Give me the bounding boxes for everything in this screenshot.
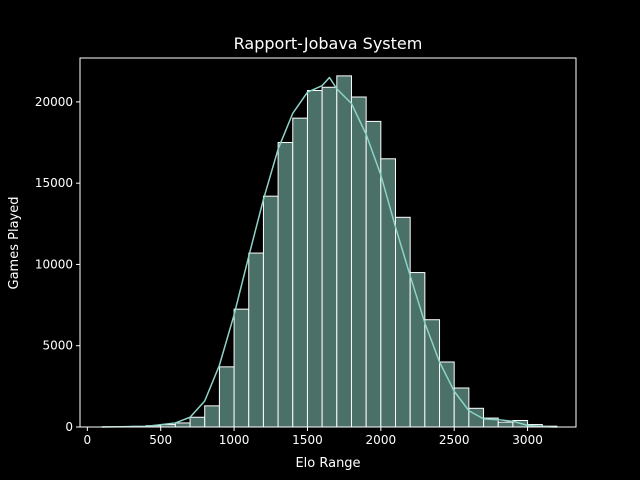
y-axis-label: Games Played [7, 197, 22, 290]
histogram-bar [189, 416, 206, 428]
histogram-bars [101, 75, 558, 428]
histogram-bar [395, 216, 411, 428]
x-tick-label: 2500 [439, 433, 470, 447]
y-tick-label: 5000 [42, 339, 73, 353]
histogram-bar [336, 75, 352, 428]
histogram-bar [233, 308, 250, 428]
histogram-bar [409, 272, 426, 428]
x-tick-label: 2000 [366, 433, 397, 447]
histogram-bar [248, 252, 264, 428]
histogram-bar [262, 195, 279, 428]
histogram-bar [306, 90, 323, 428]
x-tick-label: 1500 [292, 433, 323, 447]
y-tick-label: 15000 [35, 176, 73, 190]
x-tick-label: 3000 [512, 433, 543, 447]
x-tick-label: 0 [84, 433, 92, 447]
y-tick-label: 20000 [35, 95, 73, 109]
histogram-bar [218, 366, 235, 428]
histogram-bar [277, 142, 294, 428]
histogram-bar [497, 421, 514, 428]
kde-layer [101, 76, 557, 428]
x-axis-label: Elo Range [295, 456, 360, 471]
y-axis-ticks: 0 5000 10000 15000 20000 [35, 95, 80, 434]
histogram-bar [424, 319, 441, 428]
histogram-bar [321, 86, 338, 428]
histogram-bar [174, 422, 191, 428]
histogram-bar [204, 405, 220, 428]
x-axis-ticks: 0 500 1000 1500 2000 2500 3000 [84, 427, 543, 447]
y-tick-label: 10000 [35, 257, 73, 271]
kde-curve [101, 76, 557, 428]
x-tick-label: 1000 [219, 433, 250, 447]
x-tick-label: 500 [149, 433, 172, 447]
histogram-bar [292, 117, 308, 428]
axes-frame [79, 57, 577, 428]
histogram-bar [439, 361, 455, 428]
chart-title: Rapport-Jobava System [234, 34, 423, 53]
y-tick-label: 0 [65, 420, 73, 434]
histogram-bar [350, 96, 367, 428]
